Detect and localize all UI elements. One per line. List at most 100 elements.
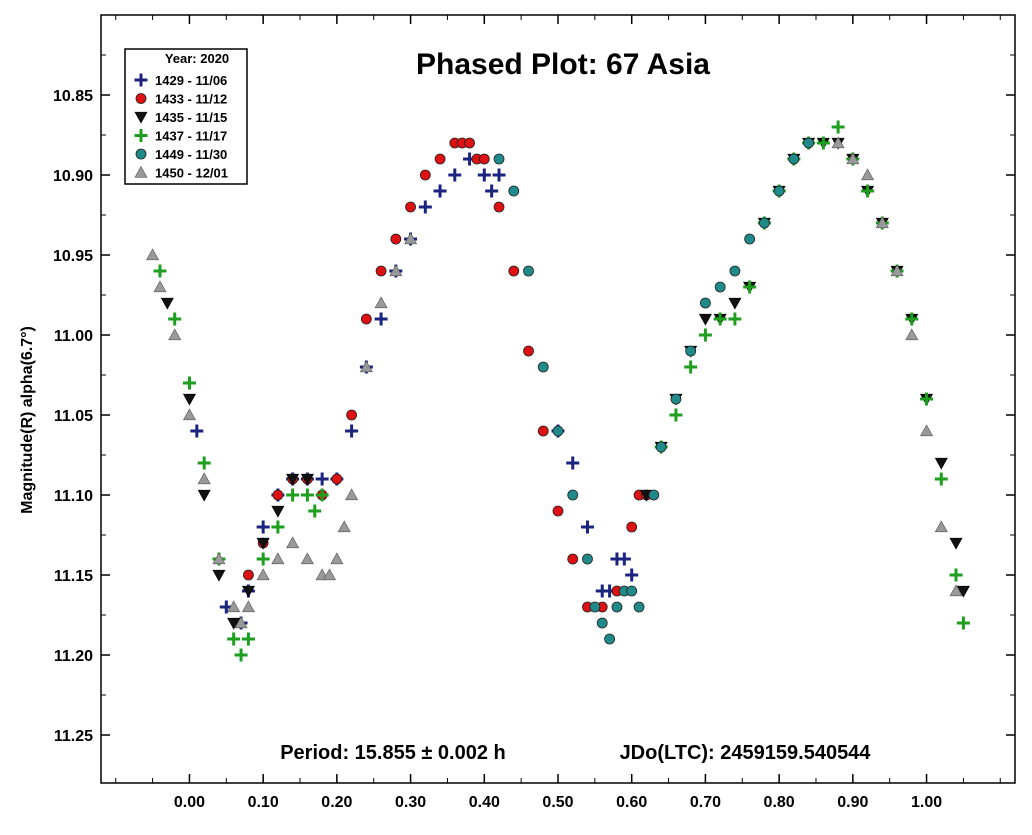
data-point: [345, 488, 359, 501]
data-point: [227, 600, 241, 613]
data-point: [773, 185, 785, 197]
data-point: [212, 569, 226, 582]
y-tick-label: 11.20: [54, 648, 93, 665]
legend-entry-label: 1437 - 11/17: [155, 129, 227, 144]
data-point: [743, 280, 757, 294]
data-point: [617, 552, 631, 566]
data-point: [685, 345, 697, 357]
data-point: [604, 633, 615, 645]
data-point: [698, 328, 712, 342]
data-point: [523, 345, 534, 357]
legend-entry-label: 1435 - 11/15: [155, 110, 227, 125]
data-point: [331, 473, 343, 485]
data-point: [315, 488, 329, 502]
data-point: [728, 297, 742, 310]
data-point: [182, 408, 196, 421]
data-point: [300, 552, 314, 565]
data-point: [537, 361, 549, 373]
data-point: [788, 153, 800, 165]
data-point: [197, 456, 211, 470]
data-point: [728, 312, 742, 326]
data-point: [552, 425, 564, 437]
data-point: [346, 409, 358, 421]
data-point: [256, 520, 270, 534]
data-point: [227, 617, 241, 630]
data-point: [345, 424, 359, 438]
legend-box: [124, 48, 248, 185]
data-point: [322, 568, 337, 581]
plot-frame: [100, 14, 1016, 784]
data-point: [552, 505, 564, 517]
legend: Year: 2020 1429 - 11/06 1433 - 11/12 1435 …: [124, 48, 248, 185]
data-point: [648, 489, 660, 501]
data-point: [875, 216, 889, 229]
data-point: [360, 313, 372, 325]
data-point: [330, 552, 344, 565]
data-point: [493, 201, 505, 213]
data-point: [419, 169, 431, 181]
data-point: [271, 552, 285, 565]
y-tick-label: 11.25: [54, 728, 93, 745]
data-point: [485, 184, 499, 198]
series-6: [146, 136, 963, 629]
data-point: [831, 120, 845, 134]
tick-labels: 0.00 0.10 0.20 0.30 0.40 0.50 0.60 0.70 0.80 0.90…: [53, 88, 942, 811]
data-point: [390, 233, 402, 245]
data-point: [315, 472, 329, 486]
x-tick-label: 0.80: [764, 794, 795, 811]
data-point: [168, 312, 182, 326]
data-point: [713, 312, 727, 326]
data-point: [478, 153, 490, 165]
legend-marker: [134, 165, 148, 178]
chart-ticks: [101, 15, 1015, 783]
data-point: [611, 601, 623, 613]
y-tick-label: 11.15: [54, 568, 93, 585]
y-axis-label: Magnitude(R) alpha(6.7°): [19, 326, 36, 514]
data-point: [256, 552, 270, 566]
data-point: [241, 632, 255, 646]
data-point: [418, 200, 432, 214]
data-point: [197, 489, 211, 502]
data-point: [831, 136, 845, 149]
x-tick-label: 0.30: [395, 794, 426, 811]
data-point: [160, 297, 174, 310]
legend-entry-label: 1433 - 11/12: [155, 92, 227, 107]
data-point: [286, 536, 300, 549]
data-point: [669, 408, 683, 422]
data-point: [271, 505, 285, 518]
x-tick-label: 0.50: [542, 794, 573, 811]
data-point: [508, 265, 520, 277]
y-tick-label: 10.85: [53, 88, 93, 105]
data-point: [596, 617, 608, 629]
data-point: [256, 568, 270, 581]
legend-marker: [134, 129, 148, 142]
data-point: [241, 600, 255, 613]
data-point: [286, 488, 300, 502]
data-point: [212, 552, 226, 565]
data-point: [337, 520, 351, 533]
data-point: [508, 185, 520, 197]
data-point: [434, 153, 446, 165]
data-point: [308, 504, 322, 518]
legend-entry-label: 1449 - 11/30: [155, 147, 227, 162]
data-point: [375, 265, 387, 277]
data-point: [374, 312, 388, 326]
data-point: [477, 168, 491, 182]
x-tick-label: 0.90: [837, 794, 868, 811]
data-point: [272, 489, 284, 501]
data-point: [934, 472, 948, 486]
x-tick-label: 0.00: [174, 794, 205, 811]
data-point: [359, 360, 373, 373]
data-point: [700, 297, 711, 309]
data-point: [861, 168, 875, 181]
data-point: [949, 537, 963, 550]
data-point: [153, 280, 167, 293]
data-point: [580, 520, 594, 534]
data-point: [153, 264, 167, 278]
y-tick-label: 11.10: [54, 488, 93, 505]
data-point: [625, 568, 639, 582]
chart-title: Phased Plot: 67 Asia: [416, 48, 710, 81]
data-point: [492, 168, 506, 182]
data-point: [374, 296, 388, 309]
